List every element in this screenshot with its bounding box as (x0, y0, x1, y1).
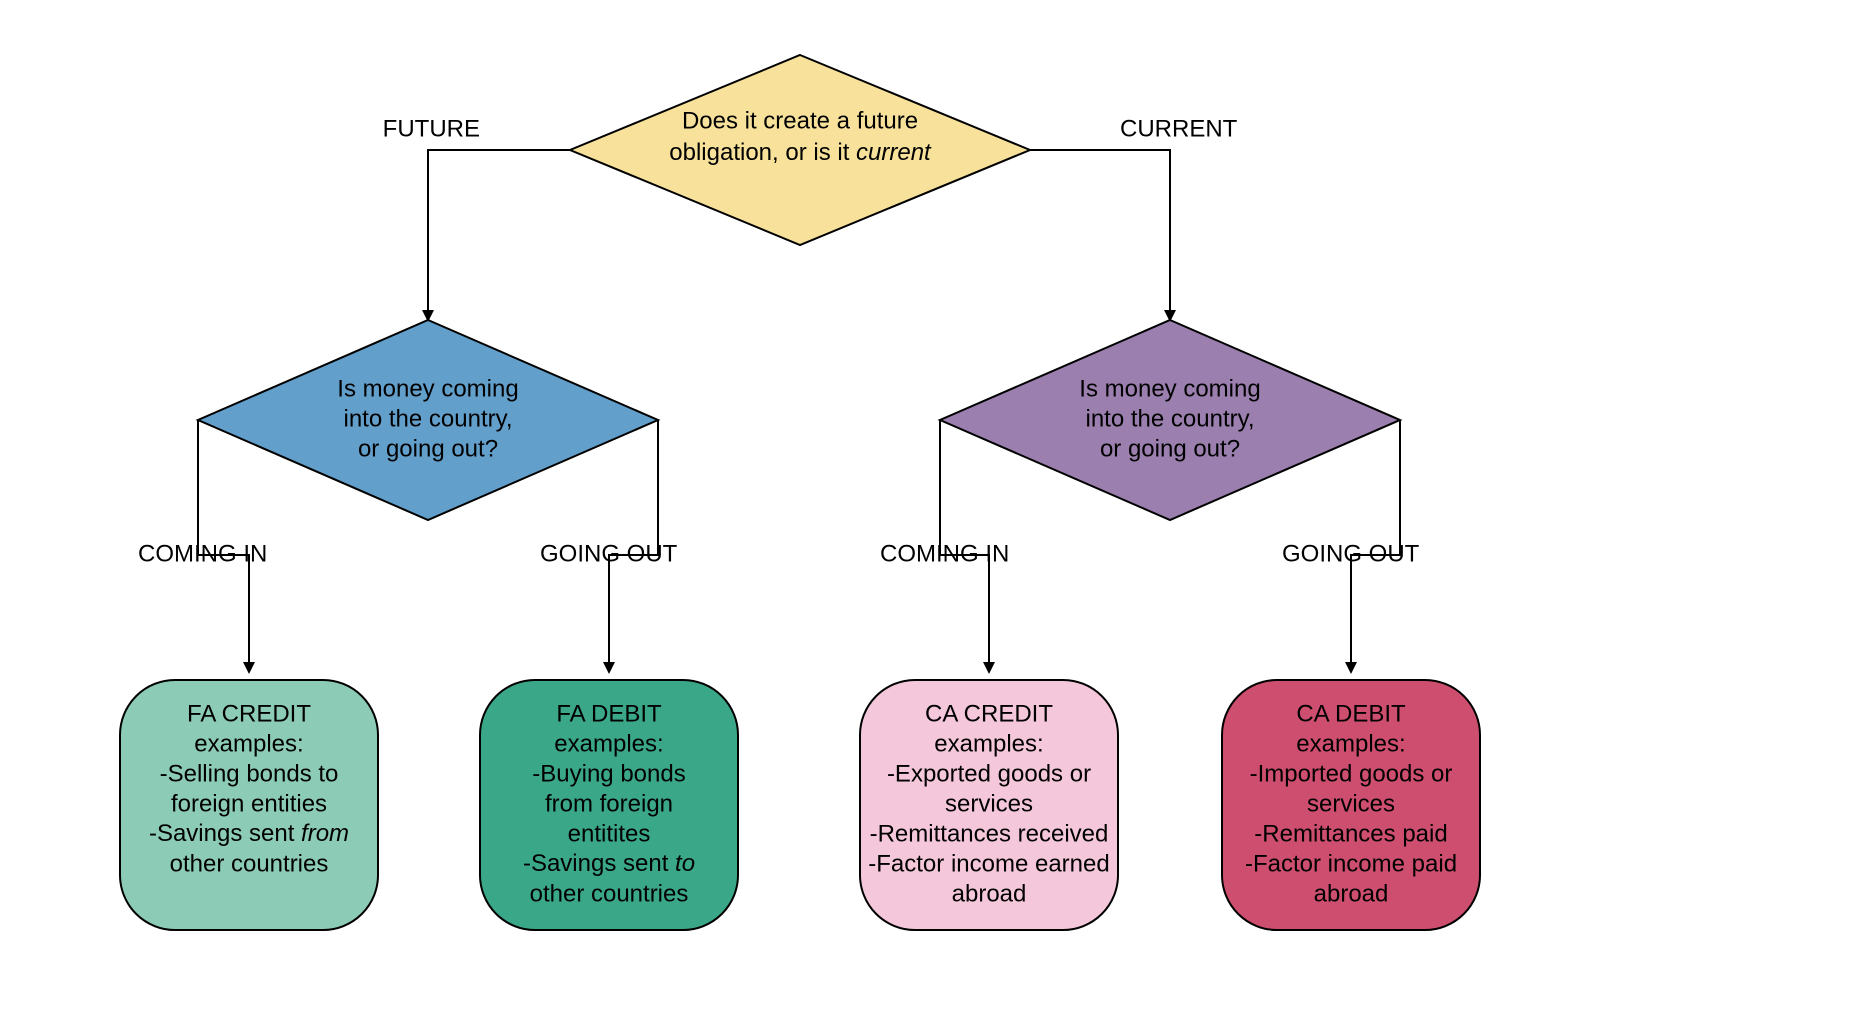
edge-label-future-to-fa-debit: GOING OUT (540, 540, 678, 567)
node-text: -Savings sent from (149, 820, 349, 847)
node-text: -Exported goods or (887, 760, 1091, 787)
node-text: FA CREDIT (187, 700, 311, 727)
nodes-layer: Does it create a future obligation, or is… (120, 55, 1480, 930)
node-text: -Factor income earned (868, 850, 1109, 877)
node-text: from foreign (545, 790, 673, 817)
edge-label-current-to-ca-credit: COMING IN (880, 540, 1009, 567)
node-text: FA DEBIT (556, 700, 662, 727)
node-text: Is money coming (337, 375, 518, 402)
node-text: -Savings sent to (523, 850, 695, 877)
node-text: obligation, or is it current (669, 139, 932, 166)
node-text: CA DEBIT (1296, 700, 1406, 727)
node-text: into the country, (344, 405, 513, 432)
node-text: -Factor income paid (1245, 850, 1457, 877)
node-text: examples: (194, 730, 303, 757)
node-text: -Selling bonds to (160, 760, 339, 787)
node-root: Does it create a future obligation, or is… (570, 55, 1030, 245)
node-text: -Remittances received (870, 820, 1109, 847)
edge-label-future-to-fa-credit: COMING IN (138, 540, 267, 567)
edge-label-root-to-future: FUTURE (383, 115, 480, 142)
node-text: Does it create a future (682, 107, 918, 134)
edge-root-to-future (428, 150, 570, 320)
node-text: CA CREDIT (925, 700, 1053, 727)
node-text: -Remittances paid (1254, 820, 1447, 847)
node-text: Is money coming (1079, 375, 1260, 402)
flowchart-canvas: FUTURE CURRENT COMING IN GOING OUT COMING IN… (0, 0, 1870, 1016)
node-text: other countries (530, 880, 689, 907)
node-fa_credit: FA CREDIT examples: -Selling bonds to forei… (120, 680, 378, 930)
edge-label-current-to-ca-debit: GOING OUT (1282, 540, 1420, 567)
node-text: examples: (1296, 730, 1405, 757)
node-text: abroad (1314, 880, 1389, 907)
node-ca_debit: CA DEBIT examples: -Imported goods or servi… (1222, 680, 1480, 930)
node-ca_credit: CA CREDIT examples: -Exported goods or serv… (860, 680, 1118, 930)
edge-label-root-to-current: CURRENT (1120, 115, 1238, 142)
node-text: services (1307, 790, 1395, 817)
node-text: examples: (934, 730, 1043, 757)
node-text: other countries (170, 850, 329, 877)
node-future_q: Is money coming into the country, or going… (198, 320, 658, 520)
edge-root-to-current (1030, 150, 1170, 320)
node-text: -Imported goods or (1250, 760, 1453, 787)
node-text: entitites (568, 820, 651, 847)
node-text: examples: (554, 730, 663, 757)
node-fa_debit: FA DEBIT examples: -Buying bonds from forei… (480, 680, 738, 930)
node-text: foreign entities (171, 790, 327, 817)
node-text: or going out? (358, 435, 498, 462)
node-text: or going out? (1100, 435, 1240, 462)
node-current_q: Is money coming into the country, or going… (940, 320, 1400, 520)
node-text: abroad (952, 880, 1027, 907)
node-text: into the country, (1086, 405, 1255, 432)
node-text: -Buying bonds (532, 760, 685, 787)
node-text: services (945, 790, 1033, 817)
